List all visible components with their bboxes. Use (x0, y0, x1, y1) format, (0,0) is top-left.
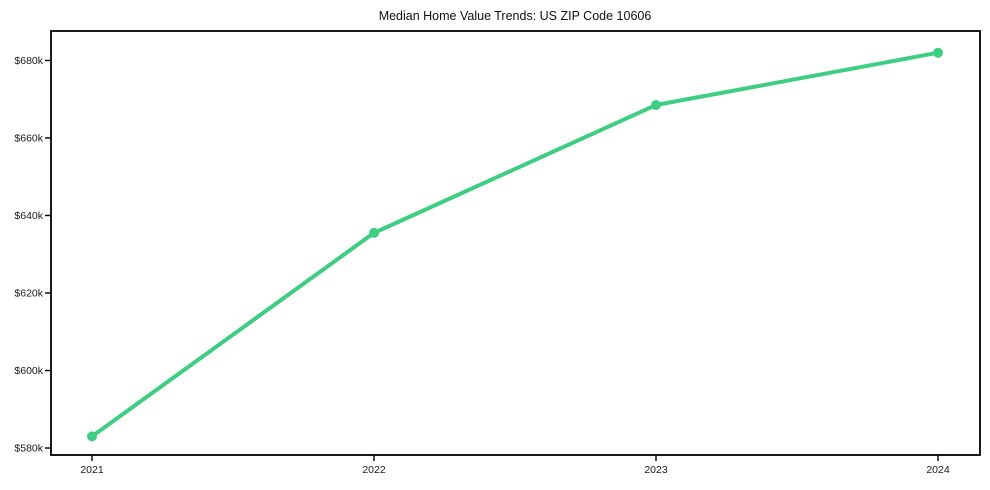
y-tick-label: $580k (14, 443, 43, 455)
y-axis: $580k $600k $620k $640k $660k $680k (14, 55, 51, 455)
chart-title: Median Home Value Trends: US ZIP Code 10… (379, 9, 652, 23)
x-tick-label: 2024 (926, 464, 950, 476)
y-tick-label: $620k (14, 288, 43, 300)
x-tick-label: 2023 (644, 464, 668, 476)
y-tick-label: $660k (14, 133, 43, 145)
x-axis: 2021 2022 2023 2024 (80, 455, 950, 476)
y-tick-label: $600k (14, 365, 43, 377)
data-point-marker (87, 431, 97, 442)
x-tick-label: 2022 (362, 464, 386, 476)
series-group (87, 47, 943, 442)
y-tick-label: $680k (14, 55, 43, 67)
x-tick-label: 2021 (80, 464, 104, 476)
series-line (90, 50, 940, 439)
plot-border (50, 30, 981, 456)
data-point-marker (369, 227, 379, 238)
data-point-marker (651, 100, 661, 111)
y-tick-label: $640k (14, 210, 43, 222)
data-point-marker (933, 47, 943, 58)
